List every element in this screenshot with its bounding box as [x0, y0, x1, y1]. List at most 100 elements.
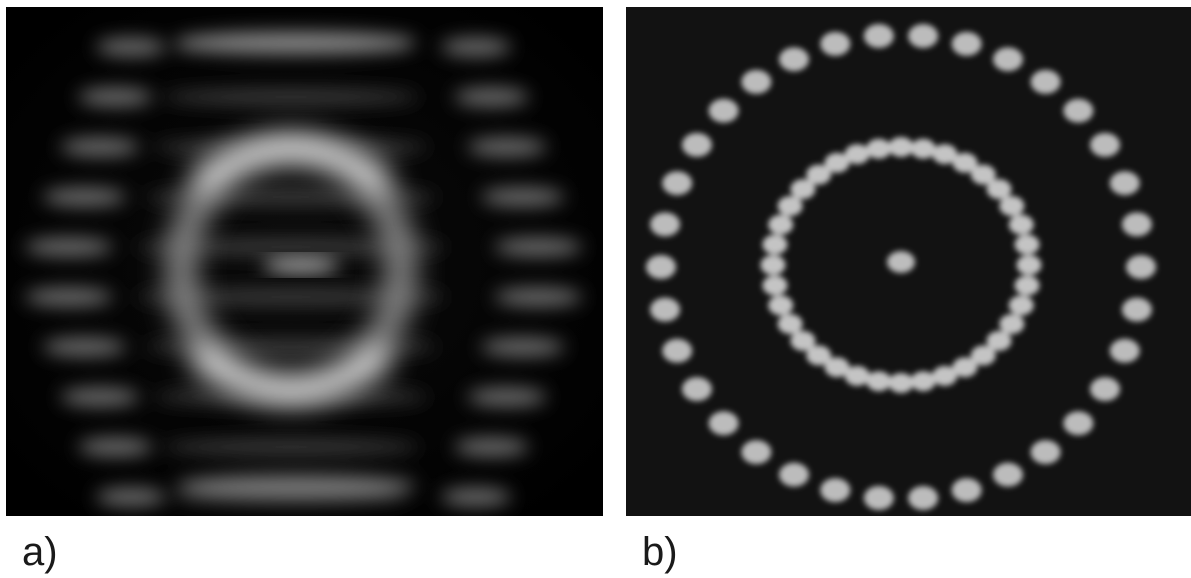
fringe-streak — [96, 488, 166, 506]
inner-spot — [932, 144, 958, 165]
inner-spot — [768, 214, 794, 235]
fringe-streak — [78, 88, 153, 106]
fringe-streak — [96, 38, 166, 56]
inner-spot-ring — [760, 137, 1042, 393]
fringe-arc — [176, 32, 416, 52]
outer-spot — [708, 98, 739, 123]
inner-spot — [790, 179, 816, 200]
fringe-arc — [176, 475, 416, 495]
inner-spot — [999, 196, 1025, 216]
inner-spot — [1014, 275, 1040, 296]
inner-spot — [1008, 214, 1034, 235]
central-ring — [166, 134, 416, 404]
inner-spot — [762, 234, 788, 255]
outer-spot — [1090, 377, 1121, 402]
outer-spot — [646, 255, 676, 279]
outer-spot — [1030, 69, 1061, 94]
fringe-streak — [494, 288, 583, 306]
outer-spot — [662, 338, 693, 363]
outer-spot — [741, 69, 772, 94]
inner-spot — [986, 179, 1012, 200]
fringe-streak — [467, 138, 547, 156]
outer-spot — [1063, 411, 1094, 436]
outer-spot — [650, 212, 681, 237]
fringe-streak — [24, 238, 113, 256]
outer-spot — [820, 478, 851, 503]
outer-spot — [650, 297, 681, 322]
inner-spot — [790, 330, 816, 351]
fringe-streak — [135, 239, 447, 255]
central-band — [263, 256, 339, 274]
outer-spot — [1090, 132, 1121, 157]
inner-spot — [970, 345, 996, 366]
inner-spot — [844, 365, 870, 386]
outer-spot — [662, 171, 693, 196]
center-spot — [887, 251, 915, 273]
outer-spot — [681, 132, 712, 157]
inner-spot — [952, 152, 978, 173]
fringe-streak — [481, 338, 565, 356]
fringe-streak — [481, 188, 565, 206]
outer-spot — [779, 462, 810, 487]
outer-spot — [708, 411, 739, 436]
fringe-streak — [42, 188, 126, 206]
panel-a-label: a) — [22, 530, 58, 574]
inner-spot — [888, 137, 914, 157]
inner-spot — [986, 330, 1012, 351]
fringe-streak — [78, 438, 153, 456]
inner-spot — [999, 314, 1025, 334]
outer-spot — [820, 31, 851, 56]
outer-spot — [1121, 212, 1152, 237]
fringe-streak — [42, 338, 126, 356]
outer-spot — [1121, 297, 1152, 322]
fringe-streak — [60, 388, 140, 406]
outer-spot — [1109, 171, 1140, 196]
inner-spot — [952, 357, 978, 378]
outer-spot — [908, 23, 939, 48]
inner-spot — [762, 275, 788, 296]
panel-a-image — [6, 7, 603, 516]
outer-spot — [779, 47, 810, 72]
inner-spot — [777, 196, 803, 216]
inner-spot — [1016, 255, 1042, 275]
inner-spot — [824, 152, 850, 173]
inner-spot — [824, 357, 850, 378]
inner-spot — [866, 371, 892, 392]
fringe-streak — [441, 38, 511, 56]
outer-spot — [1126, 255, 1156, 279]
fringe-streak — [60, 138, 140, 156]
outer-spot-ring — [646, 23, 1156, 511]
inner-spot — [768, 295, 794, 316]
inner-spot — [970, 164, 996, 185]
outer-spot — [1063, 98, 1094, 123]
panel-a-pattern — [6, 7, 603, 516]
fringe-streak — [135, 289, 447, 305]
outer-spot — [681, 377, 712, 402]
outer-spot — [951, 478, 982, 503]
inner-spot — [932, 365, 958, 386]
fringe-streak — [24, 288, 113, 306]
inner-spot — [806, 164, 832, 185]
outer-spot — [992, 47, 1023, 72]
outer-spot — [1109, 338, 1140, 363]
fringe-streak — [454, 88, 529, 106]
inner-spot — [777, 314, 803, 334]
outer-spot — [741, 440, 772, 465]
outer-spot — [908, 486, 939, 511]
inner-spot — [866, 138, 892, 159]
fringe-streak — [441, 488, 511, 506]
outer-spot — [951, 31, 982, 56]
fringe-streak — [162, 89, 420, 105]
inner-spot — [910, 138, 936, 159]
inner-spot — [1014, 234, 1040, 255]
fringe-streak — [454, 438, 529, 456]
fringe-streak — [467, 388, 547, 406]
inner-spot — [806, 345, 832, 366]
inner-spot — [888, 373, 914, 393]
outer-spot — [863, 486, 894, 511]
panel-b-pattern — [626, 7, 1191, 516]
inner-spot — [1008, 295, 1034, 316]
fringe-streak — [494, 238, 583, 256]
inner-spot — [910, 371, 936, 392]
inner-spot — [844, 144, 870, 165]
